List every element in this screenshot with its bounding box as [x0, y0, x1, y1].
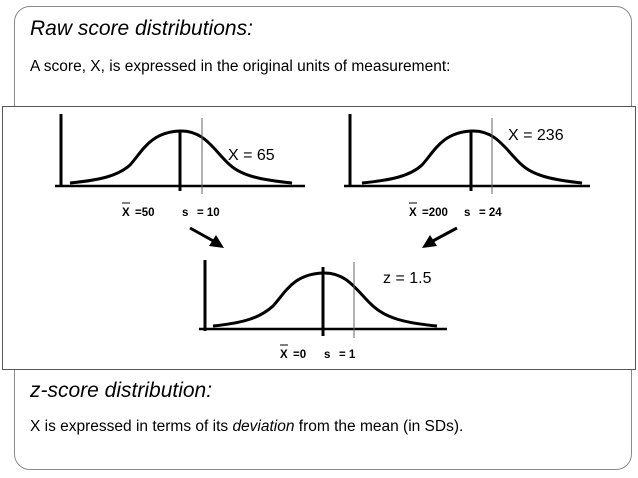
right-mean-value: =200 [422, 207, 448, 219]
z-desc-emphasis: deviation [232, 418, 295, 435]
arrow-left-to-bottom [189, 226, 224, 248]
left-sd-value: = 10 [197, 207, 220, 219]
right-sd-value: = 24 [479, 207, 502, 219]
arrow-right-to-bottom [422, 226, 458, 248]
left-mean-value: =50 [135, 207, 155, 219]
right-score-label: X = 236 [508, 127, 564, 144]
z-score-description: X is expressed in terms of its deviation… [30, 418, 463, 436]
z-score-label: z = 1.5 [383, 270, 432, 287]
distribution-figure [2, 106, 636, 370]
z-desc-before: X is expressed in terms of its [30, 418, 233, 435]
z-sd-symbol: s [324, 349, 330, 361]
z-mean-symbol: X [280, 349, 288, 361]
raw-score-description: A score, X, is expressed in the original… [30, 58, 451, 75]
z-desc-after: from the mean (in SDs). [294, 418, 464, 435]
left-mean-symbol: X [122, 207, 130, 219]
right-mean-symbol: X [409, 207, 417, 219]
right-distribution: X = 236 X =200 s = 24 [344, 114, 590, 219]
left-score-label: X = 65 [228, 147, 275, 164]
right-sd-symbol: s [464, 207, 470, 219]
raw-score-title: Raw score distributions: [30, 17, 253, 40]
z-distribution: z = 1.5 X =0 s = 1 [199, 260, 447, 361]
left-distribution: X = 65 X =50 s = 10 [55, 114, 305, 219]
z-score-title: z-score distribution: [30, 379, 213, 402]
z-sd-value: = 1 [339, 349, 356, 361]
z-mean-value: =0 [293, 349, 306, 361]
left-sd-symbol: s [182, 207, 188, 219]
